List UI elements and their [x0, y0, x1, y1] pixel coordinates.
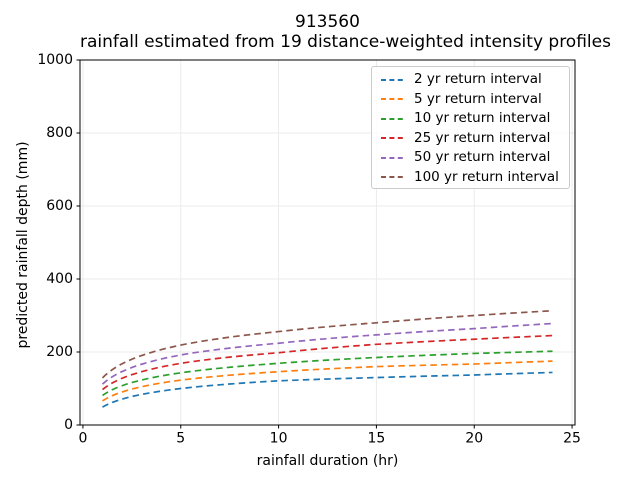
- series-line-4: [101, 322, 553, 385]
- y-tick-label: 0: [64, 417, 73, 433]
- series-line-5: [101, 309, 553, 379]
- legend-line-sample-icon: [381, 117, 405, 120]
- legend-label: 50 yr return interval: [414, 149, 551, 165]
- x-tick-label: 0: [78, 431, 87, 447]
- chart-subtitle: rainfall estimated from 19 distance-weig…: [80, 32, 611, 52]
- legend-item: 2 yr return interval: [381, 70, 562, 90]
- legend-item: 100 yr return interval: [381, 168, 562, 188]
- legend-item: 10 yr return interval: [381, 109, 562, 129]
- x-tick-label: 25: [563, 431, 581, 447]
- x-tick-label: 15: [367, 431, 385, 447]
- legend-label: 5 yr return interval: [414, 90, 542, 107]
- y-tick-label: 600: [46, 198, 73, 214]
- x-tick-label: 5: [176, 431, 185, 447]
- series-line-2: [102, 350, 553, 397]
- series-line-1: [102, 360, 553, 402]
- series-line-0: [102, 371, 553, 408]
- legend-item: 50 yr return interval: [381, 148, 562, 168]
- y-tick-label: 1000: [37, 52, 73, 68]
- legend-item: 5 yr return interval: [381, 90, 562, 110]
- plot-border: [79, 59, 576, 426]
- legend-item: 25 yr return interval: [381, 129, 562, 149]
- x-tick-label: 10: [270, 431, 288, 447]
- legend-line-sample-icon: [381, 156, 405, 159]
- legend-line-sample-icon: [381, 98, 405, 101]
- legend-line-sample-icon: [381, 176, 405, 179]
- legend-label: 25 yr return interval: [414, 129, 551, 146]
- series-line-3: [101, 334, 553, 391]
- y-axis-label: predicted rainfall depth (mm): [15, 141, 31, 349]
- y-tick-label: 800: [46, 125, 73, 141]
- legend-label: 2 yr return interval: [414, 71, 542, 87]
- legend-label: 100 yr return interval: [414, 168, 559, 185]
- legend-line-sample-icon: [381, 137, 405, 140]
- x-tick-label: 20: [465, 431, 483, 447]
- chart-title: 913560: [295, 12, 360, 32]
- y-tick-label: 400: [46, 271, 73, 287]
- y-tick-label: 200: [46, 344, 73, 360]
- legend: 2 yr return interval 5 yr return interval…: [371, 66, 570, 189]
- legend-line-sample-icon: [381, 78, 405, 81]
- x-axis-label: rainfall duration (hr): [256, 453, 399, 469]
- legend-label: 10 yr return interval: [414, 110, 551, 126]
